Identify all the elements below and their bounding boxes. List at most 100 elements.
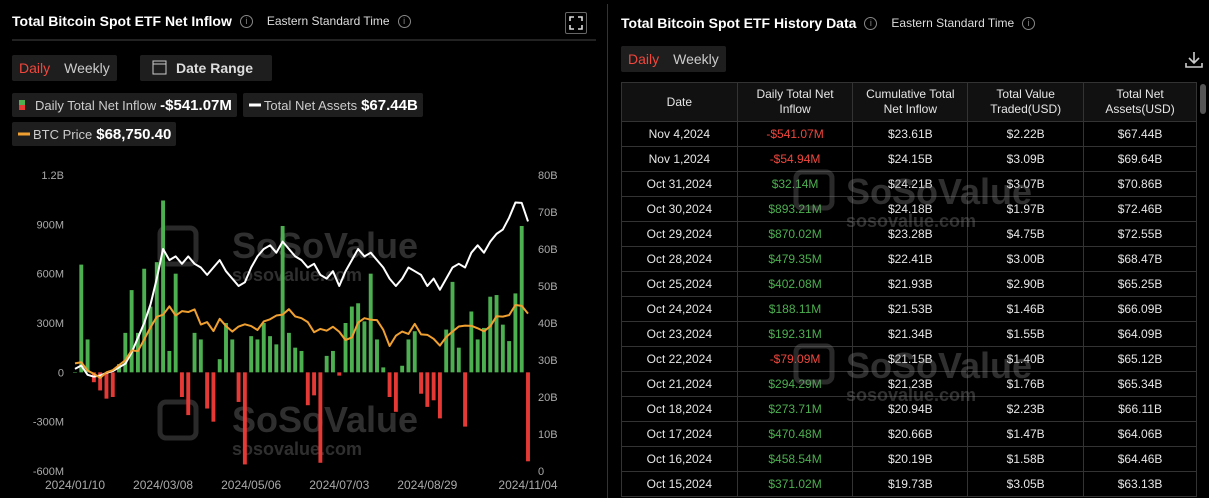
info-icon[interactable]: i	[239, 14, 253, 28]
legend-item[interactable]: BTC Price $68,750.40	[12, 122, 177, 146]
table-cell: $20.19B	[852, 446, 969, 472]
date-range-button[interactable]: Date Range	[140, 55, 272, 81]
table-cell: $1.97B	[967, 196, 1085, 222]
right-panel: Total Bitcoin Spot ETF History Data i Ea…	[610, 0, 1209, 498]
bar	[375, 339, 379, 373]
bar	[456, 347, 461, 373]
table-cell: $22.41B	[852, 246, 969, 272]
table-row: Nov 1,2024 -$54.94M $24.15B $3.09B $69.64B	[621, 146, 1197, 172]
tab-weekly[interactable]: Weekly	[673, 51, 719, 67]
table-cell: $65.25B	[1083, 271, 1197, 297]
bar	[173, 273, 178, 373]
legend-label: Total Net Assets	[263, 97, 358, 113]
bar	[186, 372, 191, 416]
table-row: Oct 21,2024 $294.29M $21.23B $1.76B $65.34B	[621, 371, 1197, 397]
fullscreen-icon	[569, 16, 583, 30]
watermark-site: sosovalue.com	[232, 265, 362, 285]
bar	[406, 339, 411, 373]
y2-tick-label: 30B	[538, 355, 558, 367]
table-cell: $21.34B	[852, 321, 969, 347]
info-icon[interactable]: i	[1022, 16, 1036, 30]
bar	[129, 290, 134, 373]
y-tick-label: 1.2B	[41, 170, 64, 182]
table-cell: Oct 17,2024	[621, 421, 738, 447]
table-cell: Oct 18,2024	[621, 396, 738, 422]
table-cell: $63.13B	[1083, 471, 1197, 497]
legend-value: -$541.07M	[160, 96, 232, 114]
bar	[73, 372, 77, 373]
bar	[249, 336, 254, 373]
table-cell: $1.40B	[967, 346, 1085, 372]
bar	[198, 339, 203, 373]
table-cell: $2.90B	[967, 271, 1085, 297]
bar	[312, 372, 317, 396]
table-row: Oct 23,2024 $192.31M $21.34B $1.55B $64.09B	[621, 321, 1197, 347]
bar	[475, 339, 480, 373]
table-cell: $192.31M	[736, 321, 854, 347]
bar	[400, 365, 405, 373]
bar	[356, 303, 361, 373]
bar	[469, 311, 474, 373]
bar	[463, 372, 468, 427]
table-cell: $24.21B	[852, 171, 969, 197]
bar	[412, 331, 417, 373]
bar	[419, 372, 423, 394]
table-cell: $21.93B	[852, 271, 969, 297]
table-body: Nov 4,2024 -$541.07M $23.61B $2.22B $67.44B N…	[621, 121, 1197, 497]
bar	[482, 327, 486, 373]
chart: SoSoValue sosovalue.com SoSoValue sosova…	[12, 39, 596, 492]
bar	[268, 336, 272, 373]
table-cell: $2.22B	[967, 121, 1085, 147]
table-cell: Oct 24,2024	[621, 296, 738, 322]
table-cell: $870.02M	[736, 221, 854, 247]
legend-item[interactable]: Daily Total Net Inflow -$541.07M	[12, 93, 237, 117]
tab-daily[interactable]: Daily	[19, 60, 51, 76]
y-tick-label: 0	[58, 367, 64, 379]
info-icon[interactable]: i	[397, 14, 411, 28]
legend-item[interactable]: Total Net Assets $67.44B	[242, 93, 423, 117]
panel-title: Total Bitcoin Spot ETF Net Inflow	[12, 13, 232, 29]
table-cell: $3.07B	[967, 171, 1085, 197]
table-cell: $188.11M	[736, 296, 854, 322]
table-cell: -$79.09M	[736, 346, 854, 372]
bar	[494, 295, 499, 373]
table-cell: $479.35M	[736, 246, 854, 272]
bar	[343, 323, 348, 373]
table-cell: $1.76B	[967, 371, 1085, 397]
legend-row: BTC Price $68,750.40	[12, 122, 177, 146]
table-cell: $67.44B	[1083, 121, 1197, 147]
fullscreen-button[interactable]	[565, 12, 587, 34]
x-tick-label: 2024/03/08	[133, 478, 193, 492]
watermark-brand: SoSoValue	[232, 399, 418, 440]
bar	[217, 359, 222, 373]
table-cell: $24.15B	[852, 146, 969, 172]
bar	[110, 372, 115, 397]
legend-label: BTC Price	[33, 126, 93, 142]
y2-tick-label: 50B	[538, 281, 558, 293]
tab-daily[interactable]: Daily	[628, 51, 660, 67]
line	[74, 304, 529, 379]
legend-label: Daily Total Net Inflow	[35, 97, 157, 113]
bar	[500, 324, 505, 373]
table-cell: $458.54M	[736, 446, 854, 472]
watermark-site: sosovalue.com	[232, 439, 362, 459]
scrollbar[interactable]	[1200, 84, 1206, 114]
right-header: Total Bitcoin Spot ETF History Data i Ea…	[621, 15, 1036, 31]
bar	[98, 372, 103, 391]
table-cell: $24.18B	[852, 196, 969, 222]
x-tick-label: 2024/08/29	[397, 478, 457, 492]
download-button[interactable]	[1184, 50, 1204, 70]
tab-weekly[interactable]: Weekly	[64, 60, 110, 76]
table-cell: $3.09B	[967, 146, 1085, 172]
bar	[274, 344, 279, 373]
panel-title: Total Bitcoin Spot ETF History Data	[621, 15, 857, 31]
bar	[161, 200, 166, 373]
timezone: Eastern Standard Time	[891, 16, 1015, 30]
info-icon[interactable]: i	[864, 16, 878, 30]
table-row: Oct 15,2024 $371.02M $19.73B $3.05B $63.13B	[621, 471, 1197, 497]
column-header: Cumulative Total Net Inflow	[852, 82, 969, 122]
table-row: Oct 25,2024 $402.08M $21.93B $2.90B $65.25B	[621, 271, 1197, 297]
table-cell: $21.53B	[852, 296, 969, 322]
table-cell: $32.14M	[736, 171, 854, 197]
table-cell: $72.46B	[1083, 196, 1197, 222]
